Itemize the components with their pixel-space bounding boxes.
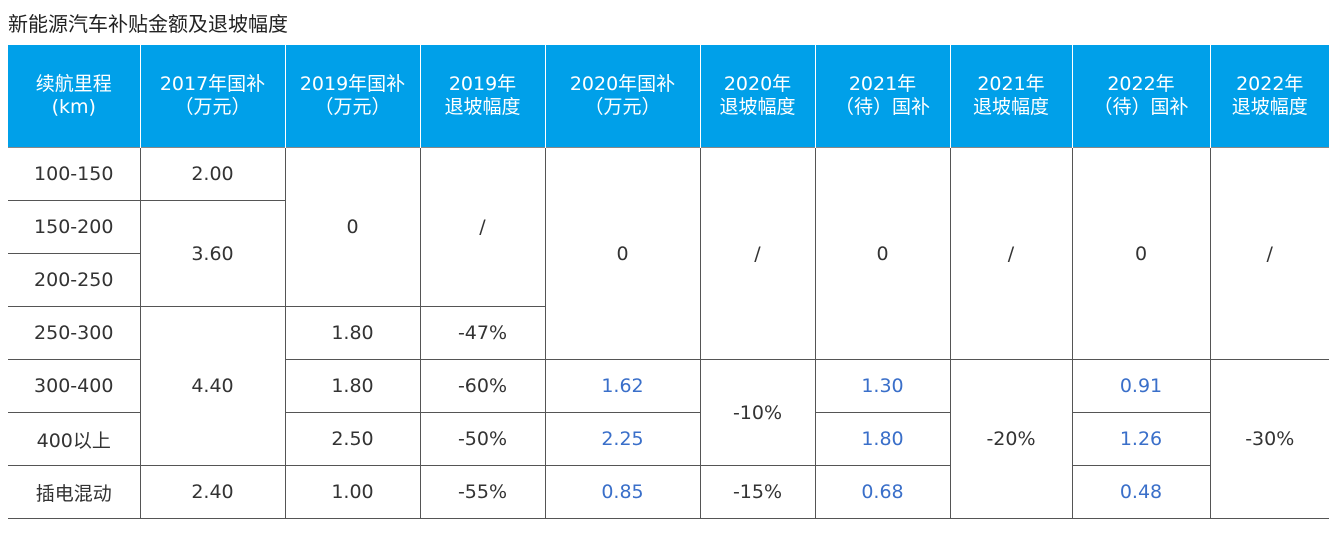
cell: -50%	[419, 412, 546, 466]
header-line: 退坡幅度	[719, 96, 796, 118]
header-line: （万元）	[584, 96, 661, 118]
cell: /	[949, 147, 1073, 360]
header-line: 2021年	[977, 73, 1045, 95]
header-line: （待）国补	[1093, 96, 1189, 118]
cell: 0	[1071, 147, 1211, 360]
cell: -55%	[419, 465, 546, 519]
cell: 4.40	[139, 306, 286, 466]
header-cell: 2022年 （待）国补	[1071, 45, 1210, 148]
header-line: 2017年国补	[159, 73, 266, 95]
header-line: 2022年	[1107, 73, 1175, 95]
header-cell: 2022年 退坡幅度	[1209, 45, 1329, 148]
cell: -60%	[419, 359, 546, 413]
cell: -47%	[419, 306, 545, 360]
cell: 0.68	[814, 465, 951, 519]
cell: -15%	[699, 465, 816, 519]
cell: 1.80	[284, 359, 421, 413]
cell: 1.30	[814, 359, 951, 413]
row: 200-250	[8, 253, 1329, 307]
header-line: 2020年国补	[569, 73, 676, 95]
cell: 0	[814, 147, 951, 360]
subsidy-table: 续航里程 (km) 2017年国补 （万元） 2019年国补 （万元） 2019年 退坡幅度 2…	[8, 45, 1329, 519]
header-cell: 2017年国补 （万元）	[139, 45, 285, 148]
cell: 1.62	[544, 359, 701, 413]
cell: 0	[544, 147, 701, 360]
header-cell: 2021年 （待）国补	[814, 45, 950, 148]
cell: 2.25	[544, 412, 701, 466]
cell: 150-200	[8, 200, 141, 254]
header-line: （万元）	[174, 96, 251, 118]
header-line: 退坡幅度	[972, 96, 1049, 118]
row: 300-400 1.80 -60% 1.62 -10% 1.30 -20% 0.91 -30%	[8, 359, 1329, 519]
row: 100-150 2.00 0/0/0/0/	[8, 147, 1329, 360]
cell: /	[699, 147, 816, 360]
cell: -30%	[1209, 359, 1329, 519]
header-line: 退坡幅度	[1231, 96, 1308, 118]
cell: 1.80	[284, 306, 421, 360]
header-line: (km)	[51, 96, 96, 118]
cell: 0.91	[1071, 359, 1211, 413]
cell: 300-400	[8, 359, 141, 413]
header-line: （待）国补	[834, 96, 930, 118]
header-line: （万元）	[314, 96, 391, 118]
row: 插电混动 2.40 1.00 -55% 0.85 -15% 0.68 0.48	[8, 465, 1329, 519]
cell: -10%	[699, 359, 816, 466]
header-line: 2019年	[448, 73, 517, 95]
cell: 100-150	[8, 147, 141, 201]
cell: -20%	[949, 359, 1073, 519]
header-line: 续航里程	[35, 73, 112, 95]
header-line: 2020年	[723, 73, 792, 95]
header-cell: 2021年 退坡幅度	[949, 45, 1072, 148]
row: 400以上 2.50 -50% 2.25 1.80 1.26	[8, 412, 1329, 466]
cell: 2.00	[139, 147, 286, 201]
header-cell: 2020年国补 （万元）	[544, 45, 700, 148]
cell: 1.00	[284, 465, 421, 519]
cell: 3.60	[139, 200, 285, 307]
header-line: 退坡幅度	[444, 96, 521, 118]
header-cell: 2020年 退坡幅度	[699, 45, 815, 148]
header-line: 2021年	[848, 73, 917, 95]
cell: 1.80	[814, 412, 951, 466]
header-line: 2022年	[1236, 73, 1304, 95]
title: 新能源汽车补贴金额及退坡幅度	[8, 12, 288, 36]
header-cell: 2019年国补 （万元）	[284, 45, 420, 148]
cell: 0	[284, 147, 421, 307]
cell: 0.85	[544, 465, 701, 519]
header-cell: 续航里程 (km)	[8, 45, 140, 148]
cell: 2.50	[284, 412, 421, 466]
cell: 250-300	[8, 306, 141, 360]
cell: 200-250	[8, 253, 140, 307]
cell: 1.26	[1071, 412, 1210, 466]
cell: 2.40	[139, 465, 286, 519]
header-line: 2019年国补	[299, 73, 406, 95]
header-row: 续航里程 (km) 2017年国补 （万元） 2019年国补 （万元） 2019年 退坡幅度 2…	[8, 45, 1329, 148]
cell: /	[419, 147, 546, 307]
cell: /	[1209, 147, 1329, 360]
header-cell: 2019年 退坡幅度	[419, 45, 545, 148]
cell: 400以上	[8, 412, 141, 466]
cell: 0.48	[1071, 465, 1210, 519]
cell: 插电混动	[8, 465, 141, 519]
row: 150-200 3.60	[8, 200, 1329, 307]
